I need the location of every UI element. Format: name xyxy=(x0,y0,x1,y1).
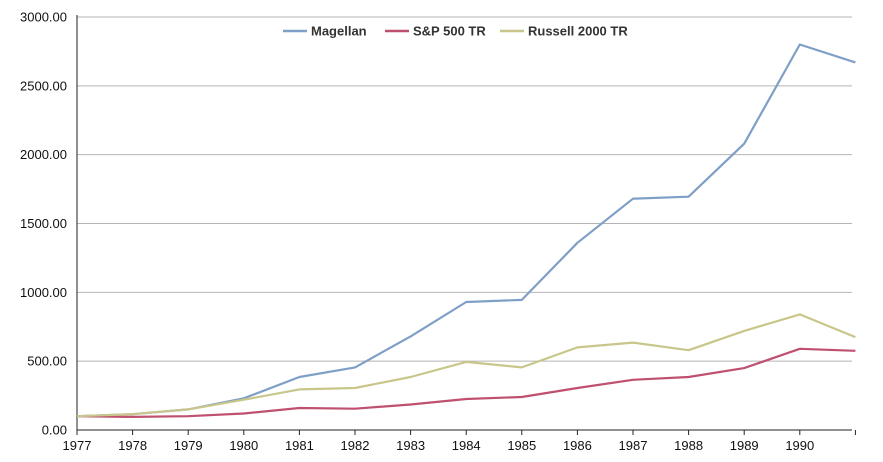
x-tick-label: 1977 xyxy=(63,438,92,453)
x-tick-label: 1978 xyxy=(118,438,147,453)
x-axis-tick-labels: 1977 1978 1979 1980 1981 1982 1983 1984 1985 1986… xyxy=(63,438,815,453)
x-tick-label: 1979 xyxy=(174,438,203,453)
x-tick-label: 1983 xyxy=(396,438,425,453)
series-lines xyxy=(76,43,856,418)
legend-label: S&P 500 TR xyxy=(413,24,486,39)
y-tick-label: 3000.00 xyxy=(20,10,67,25)
grid-lines xyxy=(77,16,852,362)
x-tick-label: 1990 xyxy=(785,438,814,453)
x-tick-label: 1980 xyxy=(229,438,258,453)
legend: Magellan S&P 500 TR Russell 2000 TR xyxy=(283,24,628,39)
y-axis-tick-labels: 0.00 500.00 1000.00 1500.00 2000.00 2500.00 30… xyxy=(20,10,67,438)
x-tick-label: 1986 xyxy=(563,438,592,453)
x-tick-label: 1987 xyxy=(619,438,648,453)
legend-label: Magellan xyxy=(311,24,367,39)
y-tick-label: 1000.00 xyxy=(20,285,67,300)
y-tick-label: 1500.00 xyxy=(20,216,67,231)
y-tick-label: 2000.00 xyxy=(20,147,67,162)
x-tick-label: 1984 xyxy=(452,438,481,453)
y-tick-label: 0.00 xyxy=(42,423,67,438)
y-tick-label: 2500.00 xyxy=(20,78,67,93)
x-tick-label: 1981 xyxy=(285,438,314,453)
series-line-s-p-500-tr xyxy=(76,347,856,418)
axes xyxy=(76,15,856,435)
x-tick-label: 1988 xyxy=(674,438,703,453)
series-line-russell-2000-tr xyxy=(76,313,856,418)
x-tick-label: 1985 xyxy=(507,438,536,453)
x-tick-label: 1982 xyxy=(341,438,370,453)
legend-label: Russell 2000 TR xyxy=(528,24,628,39)
x-tick-label: 1989 xyxy=(730,438,759,453)
series-line-magellan xyxy=(76,43,856,418)
y-tick-label: 500.00 xyxy=(27,354,67,369)
